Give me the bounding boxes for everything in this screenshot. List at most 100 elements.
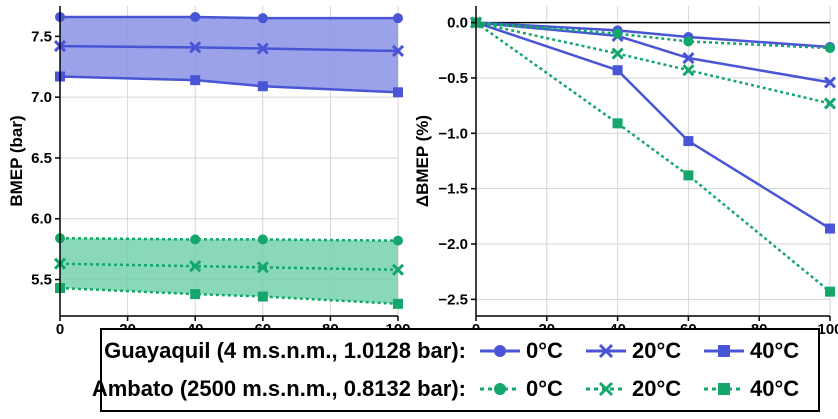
- legend-entry-label: 0°C: [526, 338, 563, 363]
- x-marker: [256, 261, 269, 274]
- square-marker: [612, 65, 623, 76]
- x-marker-stroke: [256, 42, 269, 55]
- legend-entry-label: 0°C: [526, 376, 563, 401]
- legend-marker-square-icon: [704, 345, 744, 357]
- x-marker-stroke: [256, 261, 269, 274]
- square-marker: [718, 383, 730, 395]
- legend: Guayaquil (4 m.s.n.m., 1.0128 bar): 0°C …: [92, 328, 820, 412]
- x-tick-label: 100: [817, 321, 838, 338]
- square-marker: [190, 75, 201, 86]
- legend-label-guayaquil: Guayaquil (4 m.s.n.m., 1.0128 bar):: [104, 338, 466, 363]
- circle-marker: [393, 235, 403, 246]
- x-marker-stroke: [823, 97, 837, 110]
- y-tick-label: 6.0: [31, 211, 52, 228]
- x-marker: [391, 44, 405, 58]
- series-polyline: [59, 44, 399, 53]
- series-line: [471, 17, 835, 297]
- square-marker: [612, 118, 623, 129]
- series-polyline: [60, 15, 398, 20]
- y-axis-label: BMEP (bar): [7, 115, 26, 206]
- y-tick-label: −2.0: [438, 236, 468, 253]
- y-tick-label: 0.0: [447, 15, 468, 32]
- x-marker-stroke: [682, 51, 695, 65]
- y-tick-label: −1.5: [438, 181, 468, 198]
- x-marker-stroke: [598, 343, 614, 359]
- square-marker: [683, 136, 694, 147]
- series-polyline: [59, 286, 399, 306]
- series-polyline: [59, 262, 399, 272]
- x-marker: [598, 381, 614, 397]
- legend-entry-guayaquil-20c: 20°C: [584, 338, 681, 364]
- circle-marker: [612, 28, 623, 39]
- circle-marker: [257, 234, 268, 245]
- legend-entry-ambato-40c: 40°C: [702, 376, 799, 402]
- series-polyline: [475, 21, 831, 230]
- circle-marker: [257, 13, 268, 24]
- series-polyline: [475, 21, 831, 50]
- legend-entry-label: 20°C: [632, 338, 682, 363]
- circle-marker: [825, 43, 835, 54]
- circle-marker: [494, 345, 506, 357]
- y-tick-label: 7.5: [31, 28, 52, 45]
- square-marker: [683, 170, 694, 181]
- series-line: [471, 17, 835, 234]
- legend-marker-circle-icon: [480, 345, 520, 357]
- x-marker-stroke: [682, 64, 695, 77]
- y-tick-label: −2.5: [438, 291, 468, 308]
- x-marker-stroke: [189, 41, 202, 54]
- series-polyline: [475, 21, 831, 84]
- series-line: [469, 16, 837, 110]
- legend-entry-label: 20°C: [632, 376, 682, 401]
- x-marker: [256, 42, 269, 55]
- legend-entry-label: 40°C: [750, 376, 800, 401]
- legend-entry-guayaquil-0c: 0°C: [478, 338, 563, 364]
- series-polyline: [475, 21, 831, 49]
- range-band: [60, 16, 398, 93]
- series-line: [55, 233, 403, 246]
- x-marker: [189, 260, 202, 273]
- x-marker: [189, 41, 202, 54]
- circle-marker: [393, 13, 403, 24]
- legend-entry-label: 40°C: [750, 338, 800, 363]
- series-polyline: [475, 21, 831, 293]
- y-tick-label: 5.5: [31, 272, 52, 289]
- range-band: [60, 238, 398, 304]
- x-marker: [682, 51, 695, 65]
- series-polyline: [475, 21, 831, 105]
- x-marker: [682, 64, 695, 77]
- y-tick-label: −0.5: [438, 70, 468, 87]
- square-marker: [718, 345, 730, 357]
- x-marker: [391, 263, 405, 276]
- x-marker: [823, 76, 837, 89]
- circle-marker: [683, 36, 694, 47]
- square-marker: [257, 81, 268, 92]
- square-marker: [393, 298, 403, 309]
- series-line: [53, 257, 405, 276]
- y-tick-label: −1.0: [438, 125, 468, 142]
- x-marker-stroke: [189, 260, 202, 273]
- square-marker: [393, 87, 403, 98]
- x-tick-label: 0: [56, 321, 64, 338]
- x-marker-stroke: [823, 76, 837, 89]
- chart-panel-2: 0204060801000.0−0.5−1.0−1.5−2.0−2.5Humed…: [413, 6, 838, 355]
- circle-marker: [190, 234, 201, 245]
- legend-marker-x-icon: [586, 343, 626, 359]
- legend-row-ambato: Ambato (2500 m.s.n.m., 0.8132 bar): 0°C …: [92, 372, 818, 406]
- y-tick-label: 6.5: [31, 150, 52, 167]
- legend-marker-x-icon: [586, 381, 626, 397]
- square-marker: [257, 291, 268, 302]
- series-polyline: [59, 75, 399, 94]
- x-marker-stroke: [391, 44, 405, 58]
- legend-marker-circle-icon: [480, 383, 520, 395]
- y-axis-label: ΔBMEP (%): [413, 115, 432, 207]
- series-line: [55, 11, 403, 24]
- square-marker: [825, 223, 835, 234]
- circle-marker: [190, 11, 201, 22]
- square-marker: [190, 289, 201, 300]
- square-marker: [825, 286, 835, 297]
- legend-entry-guayaquil-40c: 40°C: [702, 338, 799, 364]
- x-marker-stroke: [611, 47, 624, 60]
- circle-marker: [494, 383, 506, 395]
- x-marker: [598, 343, 614, 359]
- legend-entry-ambato-0c: 0°C: [478, 376, 563, 402]
